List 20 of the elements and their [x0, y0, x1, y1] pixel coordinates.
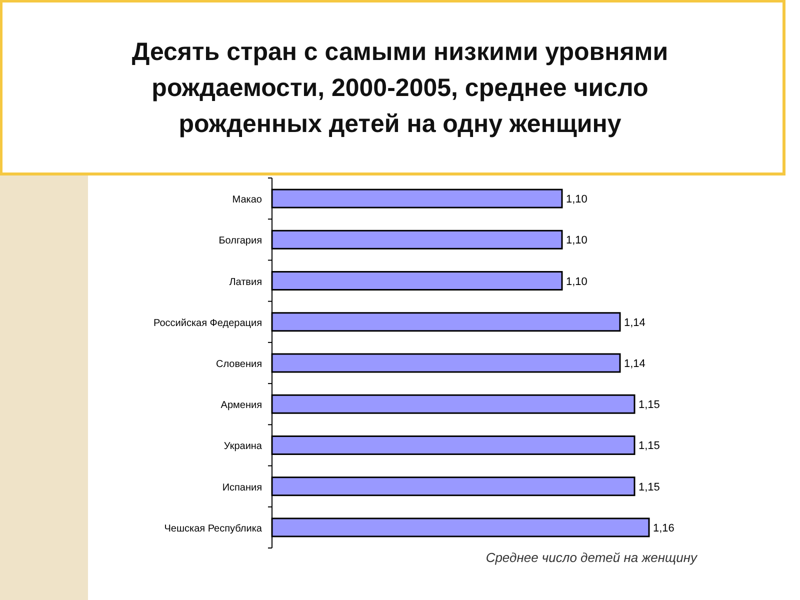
data-label: 1,15: [638, 481, 660, 494]
y-tick-label: Латвия: [229, 276, 262, 288]
data-label: 1,16: [653, 522, 674, 534]
data-label: 1,14: [624, 358, 646, 370]
y-tick-label: Словения: [216, 359, 262, 370]
y-tick-label: Украина: [224, 441, 262, 452]
data-label: 1,14: [624, 316, 646, 329]
y-tick-label: Чешская Республика: [164, 523, 262, 534]
data-label: 1,15: [638, 399, 660, 412]
data-label: 1,15: [638, 440, 660, 452]
y-tick-label: Макао: [232, 194, 262, 206]
y-tick-label: Болгария: [218, 236, 262, 247]
chart-title: Десять стран с самыми низкими уровнями рождаемости, 2000-2005, среднее число рожденных детей на одну женщину: [132, 38, 668, 138]
y-tick-label: Армения: [220, 400, 262, 412]
y-tick-label: Испания: [222, 482, 262, 494]
x-axis-title: Среднее число детей на женщину: [486, 550, 698, 565]
data-label: 1,10: [566, 194, 588, 206]
y-tick-label: Российская Федерация: [153, 318, 262, 329]
data-label: 1,10: [566, 234, 588, 247]
data-label: 1,10: [566, 276, 588, 288]
